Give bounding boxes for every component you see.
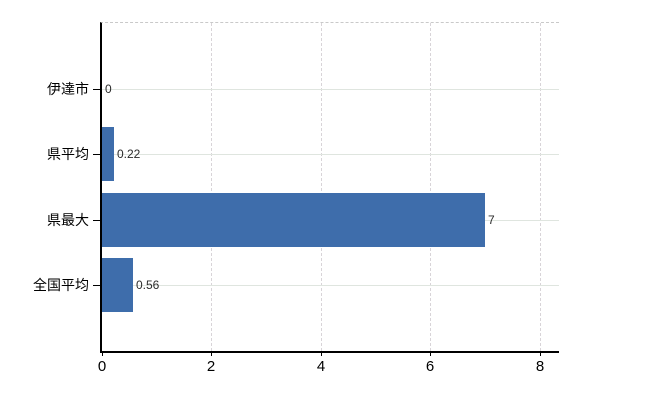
bar	[102, 127, 114, 181]
x-tick-label: 6	[425, 358, 435, 375]
vertical-gridline	[211, 23, 212, 351]
vertical-gridline	[430, 23, 431, 351]
value-label: 7	[488, 213, 495, 227]
y-axis-tick	[93, 285, 100, 286]
x-axis-tick	[102, 351, 103, 356]
bar	[102, 258, 133, 312]
x-axis-tick	[540, 351, 541, 356]
category-label: 県平均	[47, 146, 89, 162]
category-label: 全国平均	[33, 277, 89, 293]
x-tick-label: 0	[97, 358, 107, 375]
horizontal-gridline	[102, 285, 559, 286]
x-axis-tick	[211, 351, 212, 356]
vertical-gridline	[321, 23, 322, 351]
x-axis-tick	[430, 351, 431, 356]
y-axis-tick	[93, 220, 100, 221]
horizontal-gridline	[102, 89, 559, 90]
x-tick-label: 4	[316, 358, 326, 375]
y-axis-tick	[93, 154, 100, 155]
value-label: 0	[105, 82, 112, 96]
category-label: 県最大	[47, 212, 89, 228]
x-tick-label: 8	[535, 358, 545, 375]
y-axis-tick	[93, 89, 100, 90]
x-tick-label: 2	[206, 358, 216, 375]
plot-area: 0 2 4 6 8 伊達市 0 県平均 0.22 県最大 7 全国平均 0.56	[33, 22, 559, 375]
value-label: 0.22	[117, 147, 141, 161]
x-axis-tick	[321, 351, 322, 356]
category-label: 伊達市	[47, 81, 89, 97]
horizontal-gridline	[102, 154, 559, 155]
vertical-gridline	[540, 23, 541, 351]
value-label: 0.56	[136, 278, 160, 292]
bar	[102, 193, 485, 247]
